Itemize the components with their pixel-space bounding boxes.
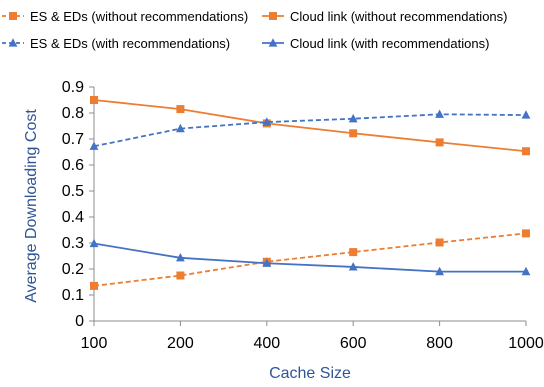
y-tick-label: 0.1 <box>62 287 84 304</box>
data-point <box>348 262 358 271</box>
x-tick-label: 600 <box>340 335 367 352</box>
series-layer <box>89 96 531 290</box>
data-point <box>90 281 98 290</box>
y-tick-label: 0.6 <box>62 157 84 174</box>
series-line <box>93 99 527 153</box>
legend-marker <box>268 38 278 47</box>
y-tick-label: 0.7 <box>62 131 84 148</box>
series-1 <box>90 229 530 290</box>
x-tick-label: 100 <box>81 335 108 352</box>
legend-item: ES & EDs (with recommendations) <box>2 36 230 51</box>
legend-label: Cloud link (without recommendations) <box>290 9 507 24</box>
data-point <box>90 96 98 104</box>
data-point <box>435 238 444 247</box>
series-line <box>93 232 527 287</box>
x-tick-label: 400 <box>253 335 280 352</box>
series-line <box>93 242 526 273</box>
legend-label: ES & EDs (with recommendations) <box>30 36 230 51</box>
data-point <box>348 113 358 123</box>
y-axis-title: Average Downloading Cost <box>23 109 40 303</box>
legend-label: Cloud link (with recommendations) <box>290 36 489 51</box>
data-point <box>262 258 272 267</box>
data-point <box>176 253 185 262</box>
data-point <box>435 109 444 118</box>
data-point <box>521 266 531 276</box>
legend-marker <box>269 12 277 20</box>
series-2 <box>90 96 530 156</box>
data-point <box>435 138 444 147</box>
x-tick-label: 200 <box>167 335 194 352</box>
data-point <box>349 129 358 138</box>
x-tick-label: 1000 <box>508 335 544 352</box>
data-point <box>521 110 531 119</box>
x-tick-label: 800 <box>426 335 453 352</box>
legend-label: ES & EDs (without recommendations) <box>30 9 248 24</box>
data-point <box>349 248 358 257</box>
data-point <box>522 147 530 156</box>
data-point <box>522 229 530 238</box>
data-point <box>435 266 444 276</box>
y-tick-label: 0.2 <box>62 261 84 278</box>
data-point <box>176 105 185 114</box>
y-tick-label: 0.9 <box>62 79 84 96</box>
y-tick-label: 0.8 <box>62 105 84 122</box>
data-point <box>262 117 272 126</box>
y-tick-label: 0.3 <box>62 235 84 252</box>
legend-item: ES & EDs (without recommendations) <box>2 9 248 24</box>
data-point <box>89 238 99 248</box>
data-point <box>89 141 99 150</box>
series-line <box>93 113 527 148</box>
y-tick-label: 0.5 <box>62 183 84 200</box>
y-axis: 0 0.1 0.2 0.3 0.4 0.5 0.6 0.7 0.8 0.9 <box>62 79 95 330</box>
x-axis-title: Cache Size <box>269 365 351 382</box>
series-3 <box>89 109 531 150</box>
data-point <box>176 271 185 280</box>
y-tick-label: 0.4 <box>62 209 84 226</box>
y-tick-label: 0 <box>75 313 84 330</box>
legend-marker <box>9 12 17 20</box>
legend-item: Cloud link (without recommendations) <box>262 9 507 24</box>
data-point <box>176 123 185 133</box>
x-axis: 100 200 400 600 800 1000 <box>81 320 544 352</box>
legend: ES & EDs (without recommendations) Cloud … <box>2 9 507 51</box>
legend-marker <box>8 38 18 47</box>
legend-item: Cloud link (with recommendations) <box>262 36 489 51</box>
series-4 <box>89 238 531 276</box>
